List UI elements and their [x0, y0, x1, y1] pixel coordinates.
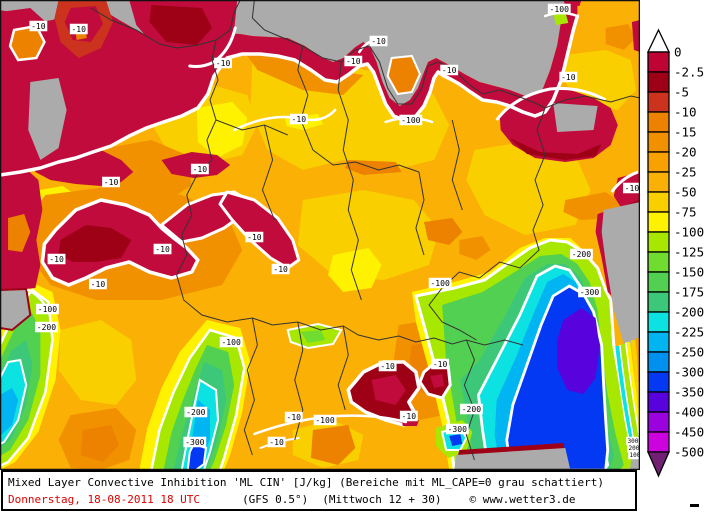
map-datetime: Donnerstag, 18-08-2011 18 UTC	[8, 493, 201, 506]
country-borders	[90, 0, 640, 461]
svg-text:0: 0	[674, 45, 682, 60]
svg-text:-125: -125	[674, 245, 704, 260]
svg-text:-200: -200	[572, 250, 592, 259]
svg-text:-250: -250	[674, 345, 704, 360]
svg-text:-200: -200	[186, 408, 206, 417]
svg-text:-100: -100	[674, 225, 704, 240]
svg-text:-10: -10	[49, 255, 64, 264]
svg-text:-400: -400	[674, 405, 704, 420]
corner-mark	[690, 504, 699, 507]
svg-text:-10: -10	[402, 412, 417, 421]
svg-text:-100: -100	[221, 338, 241, 347]
svg-text:-10: -10	[380, 362, 395, 371]
svg-text:-100: -100	[430, 279, 450, 288]
svg-text:-10: -10	[625, 184, 640, 193]
forecast-info: (Mittwoch 12 + 30)	[322, 493, 442, 506]
svg-text:-200: -200	[37, 323, 57, 332]
east-crimson-blob	[495, 87, 618, 162]
svg-text:-300: -300	[448, 425, 468, 434]
colorbar-legend: 0 -2.5 -5 -10 -15 -20 -25 -50 -75 -100 -125 -150 -17…	[640, 0, 704, 513]
contour-labels-layer: -10 -10 -10 -10 -10 -10 -100 -10 -100 -10 -10 -10 -1…	[29, 3, 640, 460]
svg-text:-10: -10	[247, 233, 262, 242]
svg-text:-450: -450	[674, 425, 704, 440]
svg-text:-10: -10	[269, 438, 284, 447]
svg-text:-20: -20	[674, 145, 697, 160]
svg-text:-10: -10	[674, 105, 697, 120]
svg-text:-200: -200	[462, 405, 482, 414]
svg-text:-175: -175	[674, 285, 704, 300]
svg-text:-350: -350	[674, 385, 704, 400]
map-area: -10 -10 -10 -10 -10 -10 -100 -10 -100 -10 -10 -10 -1…	[0, 0, 640, 470]
svg-text:-10: -10	[286, 413, 301, 422]
caption-bar: Mixed Layer Convective Inhibition 'ML CI…	[1, 470, 637, 511]
colorbar-scale: 0 -2.5 -5 -10 -15 -20 -25 -50 -75 -100 -125 -150 -17…	[646, 28, 704, 478]
svg-text:-10: -10	[292, 115, 307, 124]
map-frame	[0, 0, 640, 470]
map-title: Mixed Layer Convective Inhibition 'ML CI…	[8, 476, 605, 489]
svg-text:-10: -10	[433, 360, 448, 369]
svg-text:-10: -10	[104, 178, 119, 187]
svg-text:-100: -100	[315, 416, 335, 425]
svg-text:-25: -25	[674, 165, 697, 180]
svg-text:-75: -75	[674, 205, 697, 220]
svg-text:-10: -10	[91, 280, 106, 289]
svg-text:-10: -10	[193, 165, 208, 174]
svg-text:-10: -10	[216, 59, 231, 68]
svg-text:200: 200	[628, 445, 639, 452]
svg-text:-2.5: -2.5	[674, 65, 704, 80]
white-contours	[0, 11, 580, 449]
svg-text:-10: -10	[273, 265, 288, 274]
svg-text:-200: -200	[674, 305, 704, 320]
svg-text:-15: -15	[674, 125, 697, 140]
svg-text:-300: -300	[580, 288, 600, 297]
svg-text:-100: -100	[401, 116, 421, 125]
copyright-text: © www.wetter3.de	[469, 493, 576, 506]
svg-text:-10: -10	[31, 22, 46, 31]
svg-text:-100: -100	[38, 305, 58, 314]
svg-text:-5: -5	[674, 85, 689, 100]
svg-text:-500: -500	[674, 445, 704, 460]
svg-text:-10: -10	[371, 37, 386, 46]
svg-text:-100: -100	[550, 5, 570, 14]
svg-text:-300: -300	[674, 365, 704, 380]
svg-text:-10: -10	[442, 66, 457, 75]
svg-text:-10: -10	[71, 25, 86, 34]
svg-text:-300: -300	[185, 438, 205, 447]
svg-text:-150: -150	[674, 265, 704, 280]
svg-text:300: 300	[627, 438, 638, 445]
weather-map-image: -10 -10 -10 -10 -10 -10 -100 -10 -100 -10 -10 -10 -1…	[0, 0, 640, 470]
model-info: (GFS 0.5°)	[242, 493, 309, 506]
svg-text:-50: -50	[674, 185, 697, 200]
svg-text:-10: -10	[346, 57, 361, 66]
southwest-crimson-blob	[40, 190, 301, 287]
gray-shading-patches	[0, 78, 640, 470]
svg-text:-10: -10	[561, 73, 576, 82]
svg-text:100: 100	[629, 452, 640, 459]
svg-text:-10: -10	[155, 245, 170, 254]
caption-line2: Donnerstag, 18-08-2011 18 UTC (GFS 0.5°) (…	[8, 491, 630, 508]
svg-text:-225: -225	[674, 325, 704, 340]
